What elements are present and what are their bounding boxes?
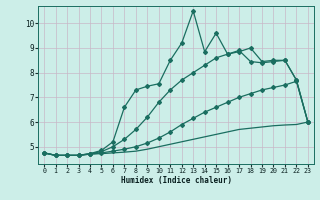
X-axis label: Humidex (Indice chaleur): Humidex (Indice chaleur)	[121, 176, 231, 185]
